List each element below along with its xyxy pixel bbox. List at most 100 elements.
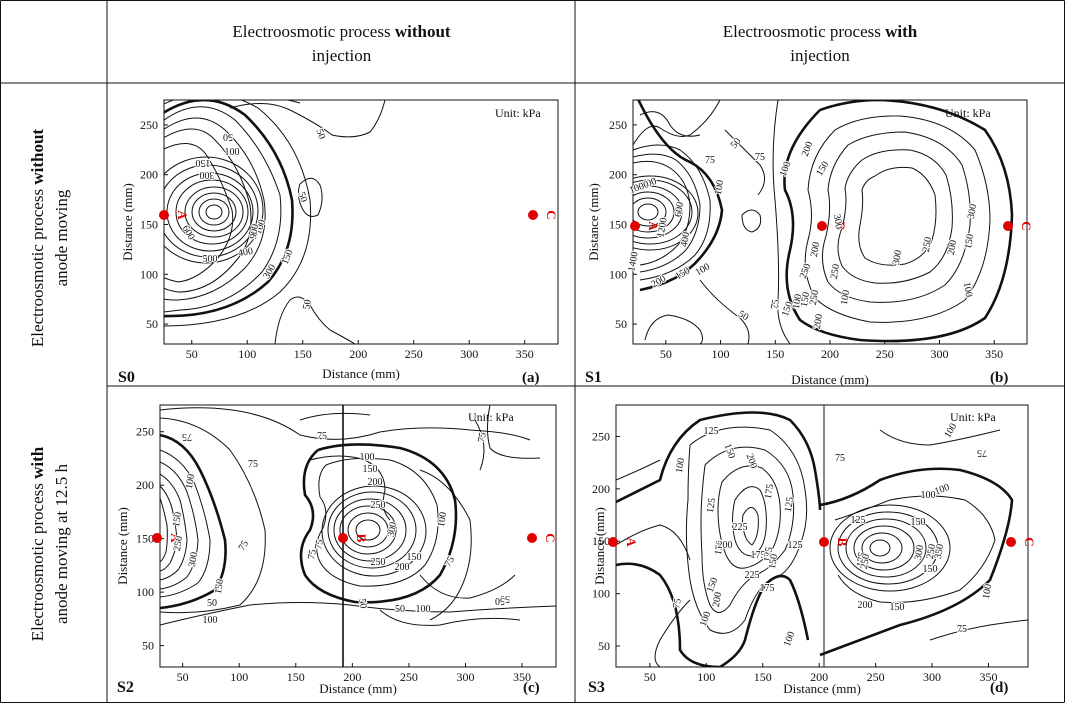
- panel-s1-contour-label: 75: [705, 155, 715, 166]
- panel-s2-xtick-label: 100: [230, 670, 248, 684]
- panel-s3-id: S3: [588, 679, 605, 696]
- panel-s2-xtick-label: 150: [287, 670, 305, 684]
- col1-title-bold: without: [394, 22, 451, 41]
- contours-s2: [160, 405, 556, 626]
- panel-s0-unit-label: Unit: kPa: [495, 106, 541, 120]
- panel-s3-contour-label: 300: [913, 544, 926, 561]
- panel-s2-contour-label: 75: [313, 539, 326, 551]
- panel-s0-xtick-label: 100: [238, 347, 256, 361]
- panel-s1-point-c-marker: [1003, 221, 1013, 231]
- panel-s3-contour-label: 175: [751, 550, 766, 561]
- panel-s2-contour-label: 75: [237, 539, 252, 553]
- panel-s2-letter: (c): [523, 680, 540, 696]
- panel-s0-id: S0: [118, 369, 135, 386]
- panel-s0-xtick-label: 250: [405, 347, 423, 361]
- panel-s0-contour-label: 150: [280, 248, 295, 266]
- panel-s2-xtick-label: 350: [513, 670, 531, 684]
- panel-s0-contour-label: 600: [180, 224, 197, 242]
- panel-s0-point-a-marker: [159, 210, 169, 220]
- panel-s2-contour-label: 150: [213, 578, 226, 595]
- panel-s3-contour-label: 200: [858, 600, 873, 611]
- panel-s3-contour-label: 75: [671, 598, 684, 610]
- panel-s3-contour-label: 150: [890, 602, 905, 613]
- panel-s3-contour-label: 125: [705, 497, 718, 514]
- panel-s0-xtick-label: 200: [349, 347, 367, 361]
- panel-s2-ytick-label: 100: [136, 585, 154, 599]
- panel-s3-xtick-label: 50: [644, 670, 656, 684]
- panel-s1-ytick-label: 200: [609, 168, 627, 182]
- panel-s1-point-b-marker: [817, 221, 827, 231]
- contours-s3: [616, 411, 1028, 667]
- panel-s2-point-a-marker: [152, 533, 162, 543]
- panel-s3-point-a-marker: [608, 537, 618, 547]
- panel-s2-unit-label: Unit: kPa: [468, 410, 514, 424]
- panel-s3-letter: (d): [990, 680, 1008, 696]
- panel-s0-ytick-label: 150: [140, 217, 158, 231]
- panel-s2-contour-label: 100: [203, 615, 218, 626]
- panel-s3-x-axis-title: Distance (mm): [783, 681, 861, 696]
- panel-s1-contour-label: 200: [812, 313, 825, 330]
- panel-s2-contour-label: 200: [395, 562, 410, 573]
- panel-s3-contour-label: 125: [788, 540, 803, 551]
- panel-s1-contour-label: 100: [791, 293, 804, 310]
- panel-s3-contour-label: 150: [767, 553, 780, 570]
- col1-title-line2: injection: [311, 46, 372, 65]
- panel-s1-point-c-label: C: [1019, 221, 1034, 230]
- panel-s1-ytick-label: 250: [609, 118, 627, 132]
- panel-s1-point-b-label: B: [833, 222, 848, 231]
- panel-s1-xtick-label: 350: [985, 347, 1003, 361]
- panel-s2-contour-label: 100: [416, 604, 431, 615]
- panel-s0-contour-label: 300: [200, 169, 215, 180]
- panel-s1-x-axis-title: Distance (mm): [791, 372, 869, 387]
- panel-s1-contour-label: 150: [799, 291, 812, 308]
- panel-s1-xtick-label: 100: [712, 347, 730, 361]
- panel-s0-contour-label: 300: [261, 263, 278, 281]
- panel-s2-xtick-label: 250: [400, 670, 418, 684]
- col2-title-line2: injection: [790, 46, 850, 65]
- panel-s1-contour-label: 100: [961, 281, 974, 298]
- panel-s0-contour-label: 150: [196, 157, 211, 168]
- panel-s3-ytick-label: 150: [592, 534, 610, 548]
- panel-s2-contour-label: 150: [363, 464, 378, 475]
- panel-s3-xtick-label: 100: [697, 670, 715, 684]
- panel-s3-contour-label: 100: [698, 610, 713, 628]
- panel-s0-point-c-label: C: [544, 210, 559, 219]
- panel-s3-xtick-label: 350: [979, 670, 997, 684]
- panel-s3-ytick-label: 50: [598, 639, 610, 653]
- panel-s1-ytick-label: 150: [609, 217, 627, 231]
- panel-s2-contour-label: 75: [476, 432, 489, 444]
- panel-s3-contour-label: 350: [933, 543, 946, 560]
- panel-s1-contour-label: 100: [713, 179, 726, 196]
- panel-s2-contour-label: 50: [356, 598, 369, 610]
- panel-s2-contour-label: 300: [386, 521, 399, 538]
- panel-s1-id: S1: [585, 369, 602, 386]
- panel-s1-unit-label: Unit: kPa: [945, 106, 991, 120]
- panel-s1-contour-label: 300: [966, 203, 979, 220]
- panel-s3-contour-label: 125: [704, 426, 719, 437]
- panel-s1-contour-label: 1000: [628, 179, 651, 196]
- col1-title-prefix: Electroosmotic process: [232, 22, 395, 41]
- column-header-without-injection: Electroosmotic process without injection: [108, 20, 575, 68]
- panel-s2-point-b-label: B: [354, 534, 369, 543]
- panel-s3-contour-label: 225: [733, 522, 748, 533]
- panel-s2-contour-label: 75: [306, 549, 319, 561]
- panel-s2-point-a-label: A: [168, 533, 183, 543]
- column-header-with-injection: Electroosmotic process with injection: [576, 20, 1064, 68]
- panel-s3-contour-label: 200: [711, 591, 724, 608]
- col2-title-bold: with: [885, 22, 918, 41]
- panel-s3-contour-label: 250: [859, 553, 872, 570]
- panel-s2-contour-label: 300: [187, 551, 200, 568]
- panel-s1-contour-label: 150: [814, 160, 831, 178]
- panel-s3-contour-label: 175: [855, 551, 868, 568]
- panel-s2-contour-label: 50: [395, 604, 405, 615]
- panel-s1-point-a-marker: [630, 221, 640, 231]
- panel-s1-contour-label: 100: [694, 261, 712, 278]
- panel-s3-point-c-label: C: [1022, 537, 1037, 546]
- panel-s3-contour-label: 250: [925, 543, 938, 560]
- panel-s1-contour-label: 100: [778, 160, 793, 178]
- panel-s3-contour-label: 200: [744, 452, 759, 470]
- panel-s3-ytick-label: 200: [592, 482, 610, 496]
- panel-s0-point-a-label: A: [175, 210, 190, 220]
